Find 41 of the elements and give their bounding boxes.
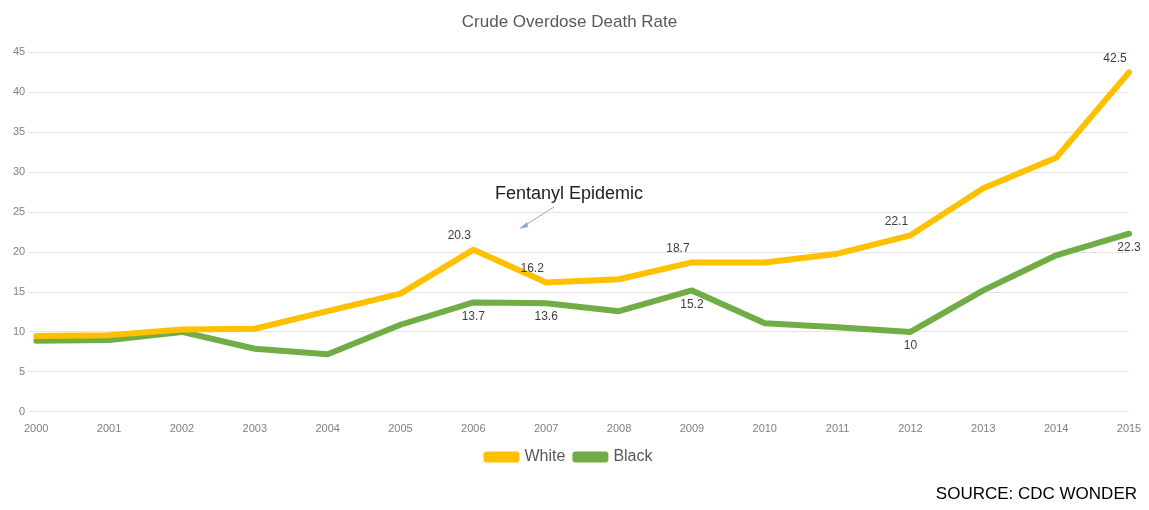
data-label: 13.7 (461, 308, 486, 323)
data-label: 13.6 (534, 309, 559, 324)
x-tick-label: 2004 (315, 422, 340, 435)
x-tick-label: 2002 (169, 422, 195, 435)
data-label: 18.7 (666, 240, 690, 255)
data-label: 15.2 (680, 296, 704, 311)
x-tick-label: 2003 (242, 422, 268, 435)
y-tick-label: 10 (12, 324, 26, 337)
data-label: 22.1 (884, 213, 909, 228)
data-label: 22.3 (1117, 240, 1141, 255)
x-tick-label: 2000 (23, 422, 49, 435)
y-tick-label: 20 (12, 245, 26, 258)
x-tick-label: 2015 (1116, 422, 1142, 435)
y-tick-label: 30 (12, 165, 26, 178)
y-tick-label: 0 (19, 404, 26, 417)
legend-label: White (524, 447, 566, 465)
x-tick-label: 2007 (533, 422, 559, 435)
x-tick-label: 2012 (898, 422, 923, 435)
data-label: 20.3 (447, 227, 472, 242)
data-label: 16.2 (520, 260, 545, 275)
x-tick-label: 2013 (971, 422, 996, 435)
x-tick-label: 2011 (825, 422, 850, 435)
x-tick-label: 2010 (752, 422, 777, 435)
x-tick-label: 2001 (96, 422, 122, 435)
y-tick-label: 5 (19, 364, 26, 377)
y-tick-label: 15 (12, 285, 26, 298)
x-tick-label: 2014 (1043, 422, 1069, 435)
x-tick-label: 2006 (461, 422, 486, 435)
y-tick-label: 35 (12, 125, 26, 138)
annotation: Fentanyl Epidemic (495, 183, 644, 204)
x-tick-label: 2009 (679, 422, 705, 435)
legend-label: Black (613, 447, 654, 465)
y-tick-label: 25 (12, 205, 26, 218)
y-tick-label: 40 (12, 85, 26, 98)
chart-title: Crude Overdose Death Rate (461, 11, 678, 31)
data-label: 10 (903, 338, 918, 353)
x-tick-label: 2005 (388, 422, 413, 435)
x-tick-label: 2008 (606, 422, 632, 435)
y-tick-label: 45 (12, 45, 26, 58)
data-label: 42.5 (1103, 50, 1127, 65)
source-note: SOURCE: CDC WONDER (935, 484, 1137, 504)
